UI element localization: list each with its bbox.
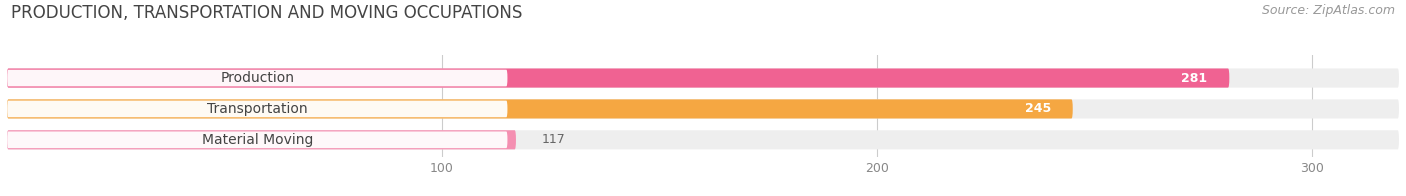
Text: Production: Production [221,71,294,85]
Text: 245: 245 [1025,103,1052,115]
Text: Source: ZipAtlas.com: Source: ZipAtlas.com [1261,4,1395,17]
Text: 281: 281 [1181,72,1208,84]
Text: Material Moving: Material Moving [201,133,314,147]
Text: 117: 117 [543,133,565,146]
Text: Transportation: Transportation [207,102,308,116]
FancyBboxPatch shape [7,101,508,117]
FancyBboxPatch shape [7,99,1073,119]
Text: PRODUCTION, TRANSPORTATION AND MOVING OCCUPATIONS: PRODUCTION, TRANSPORTATION AND MOVING OC… [11,4,523,22]
FancyBboxPatch shape [7,132,508,148]
FancyBboxPatch shape [7,70,508,86]
FancyBboxPatch shape [7,68,1229,88]
FancyBboxPatch shape [7,68,1399,88]
FancyBboxPatch shape [7,99,1399,119]
FancyBboxPatch shape [7,130,516,149]
FancyBboxPatch shape [7,130,1399,149]
